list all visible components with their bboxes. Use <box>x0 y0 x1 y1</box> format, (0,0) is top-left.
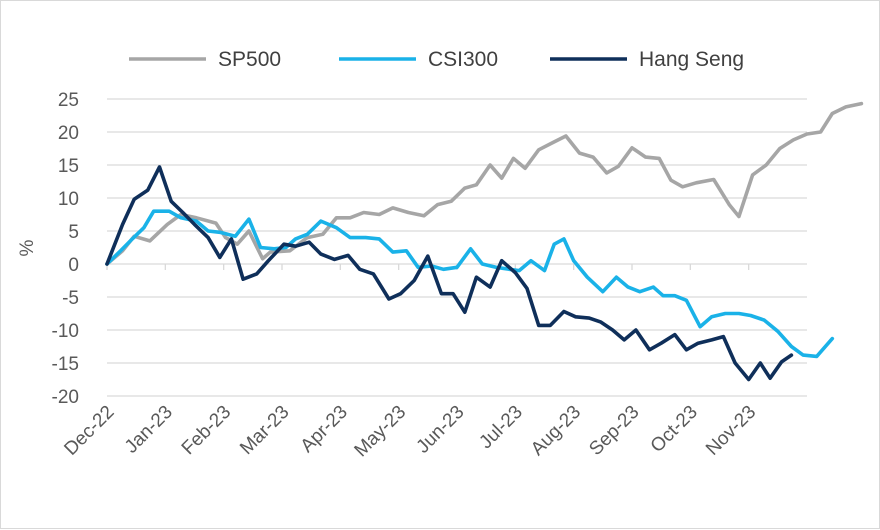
x-tick-label: Jan-23 <box>121 402 177 458</box>
legend: SP500 CSI300 Hang Seng <box>129 48 744 71</box>
x-tick-label: Aug-23 <box>527 402 585 460</box>
y-tick-label: 15 <box>58 156 79 177</box>
x-tick-label: Mar-23 <box>236 402 293 459</box>
x-tick-label: Sep-23 <box>585 402 643 460</box>
x-tick-label: May-23 <box>351 402 411 462</box>
x-tick-label: Jul-23 <box>475 402 526 453</box>
y-tick-label: 20 <box>58 123 79 144</box>
series-line-hang-seng <box>105 165 794 382</box>
series-line-csi300 <box>105 209 835 359</box>
y-axis-label: % <box>17 239 38 256</box>
x-tick-label: Apr-23 <box>297 402 352 457</box>
legend-label: CSI300 <box>428 48 498 71</box>
y-tick-label: 25 <box>58 90 79 111</box>
x-tick-label: Oct-23 <box>647 402 702 457</box>
x-tick-label: Nov-23 <box>702 402 760 460</box>
legend-label: SP500 <box>218 48 281 71</box>
y-tick-label: -10 <box>52 321 79 342</box>
y-tick-label: 10 <box>58 189 79 210</box>
y-tick-label: -20 <box>52 387 79 408</box>
y-tick-label: 5 <box>68 222 79 243</box>
y-tick-label: -15 <box>52 354 79 375</box>
series-line-sp500 <box>105 101 864 266</box>
x-tick-label: Feb-23 <box>178 402 235 459</box>
legend-label: Hang Seng <box>639 48 744 71</box>
y-tick-label: -5 <box>62 288 79 309</box>
series-lines <box>105 101 864 382</box>
x-tick-label: Jun-23 <box>413 402 469 458</box>
x-tick-label: Dec-22 <box>60 402 118 460</box>
y-tick-label: 0 <box>68 255 79 276</box>
y-axis-ticks: 25 20 15 10 5 0 -5 -10 -15 -20 <box>52 90 79 408</box>
